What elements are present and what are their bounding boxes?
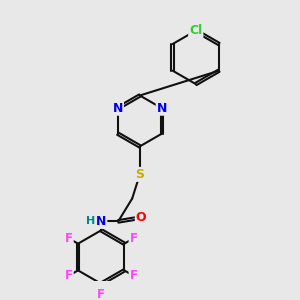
Text: N: N [96, 215, 106, 228]
Text: H: H [85, 216, 95, 226]
Text: F: F [65, 232, 73, 245]
Text: S: S [135, 168, 144, 181]
Text: N: N [112, 102, 123, 115]
Text: N: N [157, 102, 167, 115]
Text: F: F [65, 269, 73, 282]
Text: F: F [97, 288, 105, 300]
Text: O: O [136, 211, 146, 224]
Text: F: F [130, 232, 137, 245]
Text: F: F [130, 269, 137, 282]
Text: Cl: Cl [189, 24, 203, 37]
